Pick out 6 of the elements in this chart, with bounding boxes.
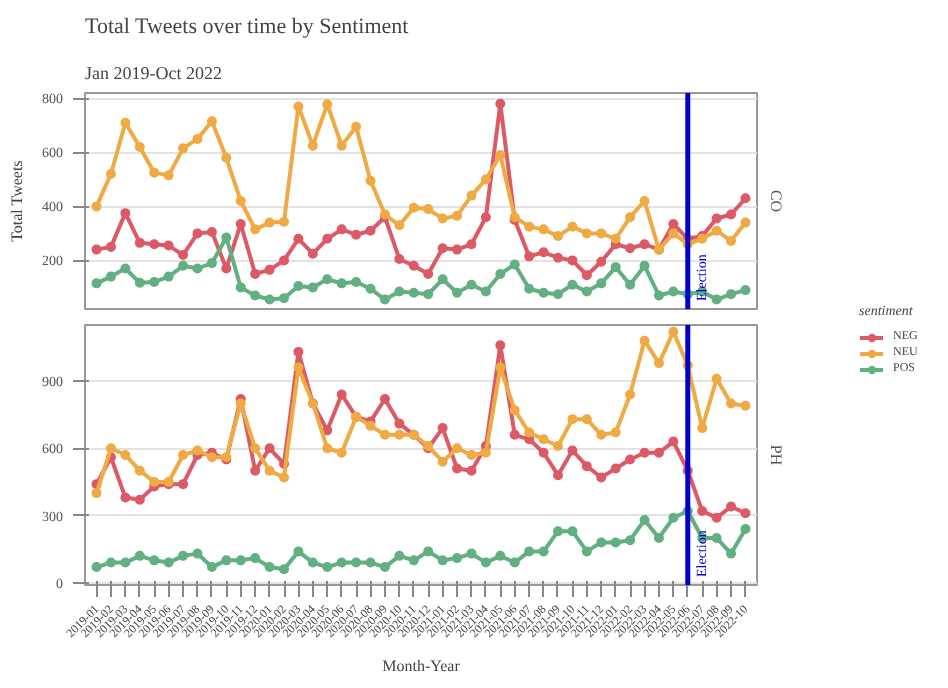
text: CO: [767, 189, 785, 213]
chart-subtitle: Jan 2019-Oct 2022: [85, 63, 222, 83]
text: PH: [767, 444, 785, 466]
chart-title: Total Tweets over time by Sentiment: [85, 15, 409, 39]
y-axis-title: Total Tweets: [8, 160, 26, 242]
x-axis-title: Month-Year: [382, 656, 461, 675]
